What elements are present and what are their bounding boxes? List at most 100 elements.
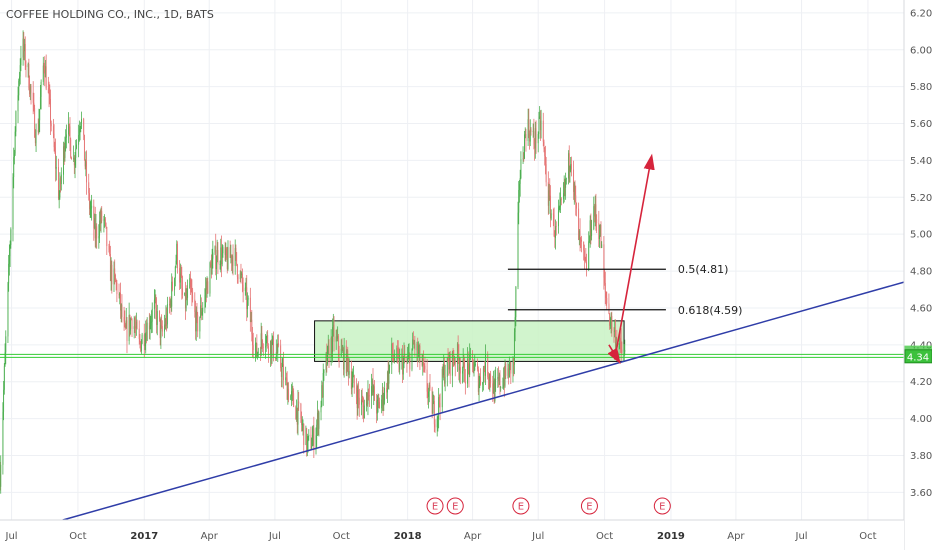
candle-body xyxy=(440,403,441,407)
candle-body xyxy=(394,359,395,360)
candle-body xyxy=(403,360,404,374)
candle-body xyxy=(604,278,605,283)
candle-body xyxy=(434,401,435,424)
candle-body xyxy=(116,281,117,282)
candle-body xyxy=(10,245,11,256)
candle-body xyxy=(585,257,586,259)
candle-body xyxy=(9,256,10,264)
candle-body xyxy=(583,242,584,251)
candle-body xyxy=(250,298,251,322)
candle-body xyxy=(205,289,206,295)
candle-body xyxy=(115,275,116,281)
ascending-trendline[interactable] xyxy=(63,282,904,520)
candle-body xyxy=(362,401,363,407)
candle-body xyxy=(258,352,259,353)
candle-body xyxy=(619,346,620,349)
candle-body xyxy=(546,164,547,182)
candle-body xyxy=(563,193,564,199)
candle-body xyxy=(121,305,122,317)
candle-body xyxy=(65,138,66,146)
candle-body xyxy=(207,281,208,293)
candle-body xyxy=(199,317,200,331)
candle-body xyxy=(308,436,309,441)
candle-body xyxy=(41,82,42,97)
candle-body xyxy=(197,315,198,331)
candle-body xyxy=(448,357,449,362)
candle-body xyxy=(3,390,4,412)
candle-body xyxy=(543,121,544,142)
candle-body xyxy=(212,259,213,275)
candle-body xyxy=(334,325,335,342)
candle-body xyxy=(282,367,283,377)
candle-body xyxy=(515,317,516,332)
candle-body xyxy=(78,135,79,145)
candle-body xyxy=(541,121,542,130)
x-tick-label: Jul xyxy=(531,531,544,542)
candle-body xyxy=(69,124,70,127)
candle-body xyxy=(349,371,350,375)
candle-body xyxy=(392,343,393,355)
candle-body xyxy=(474,370,475,372)
candle-body xyxy=(31,86,32,93)
candle-body xyxy=(581,240,582,242)
candle-body xyxy=(20,58,21,66)
candle-body xyxy=(424,366,425,370)
x-tick-label: Apr xyxy=(464,531,482,542)
candle-body xyxy=(59,197,60,198)
candle-body xyxy=(536,128,537,143)
x-tick-label: Apr xyxy=(727,531,745,542)
candle-body xyxy=(216,262,217,269)
candle-body xyxy=(261,333,262,340)
candle-body xyxy=(268,346,269,355)
candle-body xyxy=(439,397,440,403)
candle-body xyxy=(430,385,431,388)
candle-body xyxy=(624,352,625,354)
candle-body xyxy=(399,357,400,370)
candle-body xyxy=(595,204,596,219)
candle-body xyxy=(98,236,99,238)
candle-body xyxy=(384,388,385,400)
candle-body xyxy=(137,322,138,329)
candle-body xyxy=(292,391,293,393)
candle-body xyxy=(237,265,238,277)
candle-body xyxy=(561,199,562,200)
candle-body xyxy=(181,276,182,288)
candle-body xyxy=(362,399,363,401)
candle-body xyxy=(591,229,592,236)
candle-body xyxy=(43,66,44,82)
candle-body xyxy=(194,300,195,312)
y-tick-label: 4.80 xyxy=(910,267,932,278)
projection-arrow[interactable] xyxy=(615,157,652,360)
candle-body xyxy=(608,304,609,314)
x-tick-label: Apr xyxy=(201,531,219,542)
candle-body xyxy=(359,398,360,405)
candle-body xyxy=(301,418,302,425)
candle-body xyxy=(4,366,5,390)
candle-body xyxy=(437,419,438,427)
candle-body xyxy=(280,345,281,368)
candle-body xyxy=(424,365,425,366)
candle-body xyxy=(484,368,485,370)
candle-body xyxy=(538,117,539,134)
candle-body xyxy=(356,388,357,398)
candle-body xyxy=(381,399,382,408)
y-tick-label: 4.00 xyxy=(910,414,932,425)
candle-body xyxy=(39,109,40,120)
candle-body xyxy=(377,400,378,414)
candle-body xyxy=(167,304,168,324)
candle-body xyxy=(130,319,131,330)
candle-body xyxy=(135,328,136,329)
candle-body xyxy=(290,396,291,400)
price-labels: 4.354.34 xyxy=(905,346,932,363)
x-tick-label: Jul xyxy=(795,531,808,542)
candle-body xyxy=(312,438,313,446)
candle-body xyxy=(339,351,340,357)
candle-body xyxy=(505,364,506,376)
candle-body xyxy=(79,133,80,136)
candle-body xyxy=(2,412,3,465)
candle-body xyxy=(589,241,590,242)
candle-body xyxy=(151,322,152,323)
